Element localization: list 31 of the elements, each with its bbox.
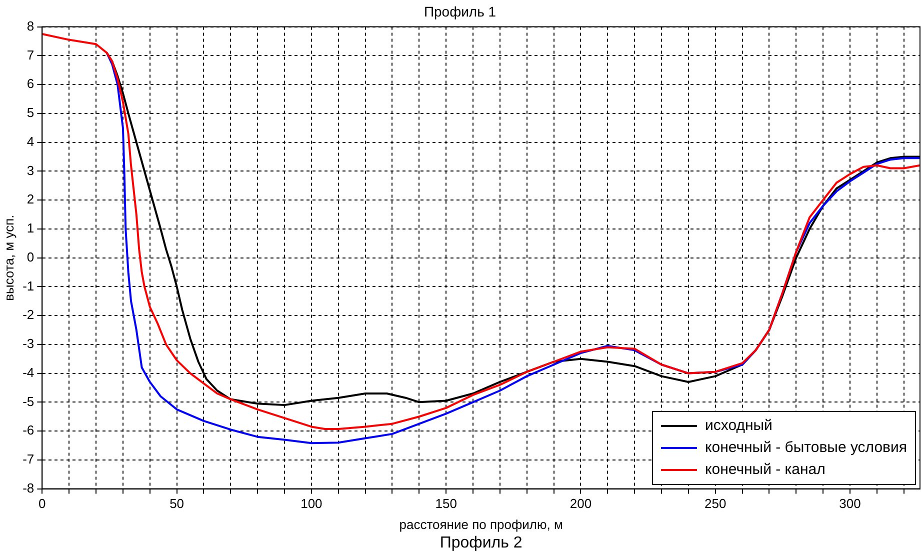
y-tick-label: -8 (22, 480, 34, 496)
x-tick-label: 100 (300, 496, 322, 512)
y-tick-label: -5 (22, 394, 34, 409)
x-tick-label: 250 (704, 496, 726, 512)
y-tick-label: -7 (22, 452, 34, 467)
x-tick-label: 300 (839, 496, 861, 512)
x-tick-label: 150 (435, 496, 457, 512)
y-tick-label: -6 (22, 422, 34, 438)
y-tick-label: 0 (26, 249, 34, 264)
y-tick-label: 4 (26, 134, 34, 149)
x-tick-label: 50 (170, 496, 184, 512)
y-tick-label: 5 (26, 105, 34, 120)
y-tick-label: 8 (26, 18, 34, 34)
legend-label: конечный - бытовые условия (705, 439, 908, 456)
y-tick-label: -2 (22, 307, 34, 322)
y-tick-label: 1 (26, 220, 34, 236)
chart-title: Профиль 1 (424, 3, 496, 20)
text: Профиль 2 (440, 534, 522, 552)
y-tick-label: 2 (26, 192, 34, 207)
x-axis-title: расстояние по профилю, м (399, 516, 563, 532)
x-tick-label: 200 (570, 496, 592, 512)
y-tick-label: -3 (22, 336, 34, 352)
legend-label: конечный - канал (705, 461, 826, 478)
y-tick-label: -4 (22, 364, 34, 380)
legend-label: исходный (705, 417, 772, 434)
y-tick-label: 7 (26, 47, 34, 62)
y-axis-title: высота, м усп. (1, 214, 16, 301)
y-tick-label: -1 (22, 278, 34, 294)
y-tick-label: 6 (26, 76, 34, 92)
y-tick-label: 3 (26, 162, 34, 178)
x-tick-label: 0 (38, 496, 46, 512)
